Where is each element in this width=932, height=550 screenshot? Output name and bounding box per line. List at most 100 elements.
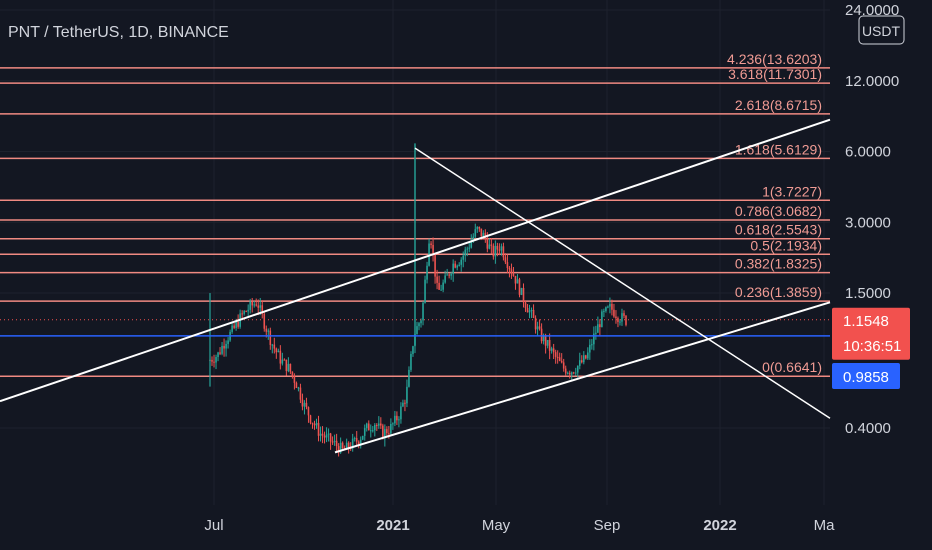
candle-92[interactable] xyxy=(394,415,396,424)
candle-161[interactable] xyxy=(532,309,535,318)
candle-189[interactable] xyxy=(589,344,591,353)
candle-141[interactable] xyxy=(492,245,495,257)
candle-154[interactable] xyxy=(518,279,521,295)
candle-151[interactable] xyxy=(512,273,515,276)
candle-52[interactable] xyxy=(313,423,316,426)
candle-56[interactable] xyxy=(321,433,324,436)
candle-97[interactable] xyxy=(404,402,406,404)
candle-71[interactable] xyxy=(351,438,354,449)
candle-148[interactable] xyxy=(506,262,509,268)
candle-190[interactable] xyxy=(591,344,593,346)
candle-159[interactable] xyxy=(528,310,531,313)
candle-62[interactable] xyxy=(333,440,336,442)
candle-58[interactable] xyxy=(325,434,328,438)
candle-142[interactable] xyxy=(494,245,497,257)
candle-199[interactable] xyxy=(609,303,611,307)
candle-186[interactable] xyxy=(582,355,585,363)
candle-110[interactable] xyxy=(430,243,432,245)
candle-158[interactable] xyxy=(526,307,529,313)
candle-83[interactable] xyxy=(376,424,378,426)
candle-107[interactable] xyxy=(424,279,426,303)
candle-24[interactable] xyxy=(257,305,260,308)
candle-149[interactable] xyxy=(508,267,511,270)
candle-156[interactable] xyxy=(522,287,525,303)
overlay-lines[interactable] xyxy=(0,319,830,337)
candle-68[interactable] xyxy=(345,442,348,450)
candle-120[interactable] xyxy=(450,273,452,276)
candle-111[interactable] xyxy=(432,244,434,255)
candle-87[interactable] xyxy=(384,429,386,439)
candle-146[interactable] xyxy=(502,246,505,258)
candle-145[interactable] xyxy=(500,246,503,251)
candle-5[interactable] xyxy=(219,352,221,354)
candle-40[interactable] xyxy=(289,363,292,372)
candle-131[interactable] xyxy=(472,236,475,242)
candle-32[interactable] xyxy=(273,344,276,349)
candle-26[interactable] xyxy=(261,305,264,314)
candle-132[interactable] xyxy=(474,229,477,237)
candle-94[interactable] xyxy=(398,419,400,421)
candle-76[interactable] xyxy=(361,435,364,440)
candle-57[interactable] xyxy=(323,435,326,438)
candle-177[interactable] xyxy=(564,368,567,374)
candle-179[interactable] xyxy=(568,372,571,375)
candle-100[interactable] xyxy=(410,353,412,370)
candle-79[interactable] xyxy=(367,423,370,431)
candle-194[interactable] xyxy=(599,324,601,328)
candle-133[interactable] xyxy=(476,226,479,230)
candle-80[interactable] xyxy=(369,430,372,432)
candle-6[interactable] xyxy=(221,345,223,354)
candle-162[interactable] xyxy=(534,317,537,330)
candle-63[interactable] xyxy=(335,440,338,447)
candle-60[interactable] xyxy=(329,433,332,442)
candle-39[interactable] xyxy=(287,363,290,372)
candle-18[interactable] xyxy=(245,311,247,313)
candle-84[interactable] xyxy=(378,423,380,426)
candle-165[interactable] xyxy=(540,328,543,342)
candle-77[interactable] xyxy=(363,428,366,436)
candle-93[interactable] xyxy=(396,415,398,421)
candle-54[interactable] xyxy=(317,422,320,436)
candle-180[interactable] xyxy=(570,372,573,375)
candle-99[interactable] xyxy=(408,369,410,387)
candle-90[interactable] xyxy=(390,423,392,434)
candle-104[interactable] xyxy=(418,323,420,327)
candle-4[interactable] xyxy=(217,352,219,357)
candle-202[interactable] xyxy=(615,316,617,319)
candle-11[interactable] xyxy=(231,325,233,332)
candle-73[interactable] xyxy=(355,438,358,442)
candle-82[interactable] xyxy=(373,424,376,431)
candle-171[interactable] xyxy=(552,348,555,353)
candle-49[interactable] xyxy=(307,407,310,416)
candle-50[interactable] xyxy=(309,415,312,423)
candle-8[interactable] xyxy=(225,343,227,349)
candle-45[interactable] xyxy=(299,387,302,400)
candle-51[interactable] xyxy=(311,422,314,424)
candle-101[interactable] xyxy=(412,346,414,354)
channel-upper-line[interactable] xyxy=(0,118,831,403)
candle-33[interactable] xyxy=(275,348,278,353)
candle-183[interactable] xyxy=(576,365,579,373)
candle-23[interactable] xyxy=(255,304,258,306)
candle-119[interactable] xyxy=(448,274,450,276)
candle-22[interactable] xyxy=(253,304,256,306)
candle-89[interactable] xyxy=(388,433,390,435)
current-price-badge[interactable]: 1.1548 10:36:51 xyxy=(832,307,910,360)
candle-47[interactable] xyxy=(303,402,306,407)
candle-36[interactable] xyxy=(281,359,284,364)
candle-46[interactable] xyxy=(301,399,304,407)
candle-206[interactable] xyxy=(623,313,625,316)
candle-129[interactable] xyxy=(468,247,471,249)
candle-85[interactable] xyxy=(380,423,382,426)
candle-69[interactable] xyxy=(347,442,350,449)
candle-204[interactable] xyxy=(619,321,621,323)
candle-121[interactable] xyxy=(452,263,454,274)
candle-195[interactable] xyxy=(601,311,603,328)
candle-72[interactable] xyxy=(353,438,356,440)
candle-188[interactable] xyxy=(587,352,589,359)
candle-41[interactable] xyxy=(291,371,294,376)
candle-140[interactable] xyxy=(490,244,493,246)
candle-125[interactable] xyxy=(460,259,463,265)
candle-3[interactable] xyxy=(215,356,217,363)
